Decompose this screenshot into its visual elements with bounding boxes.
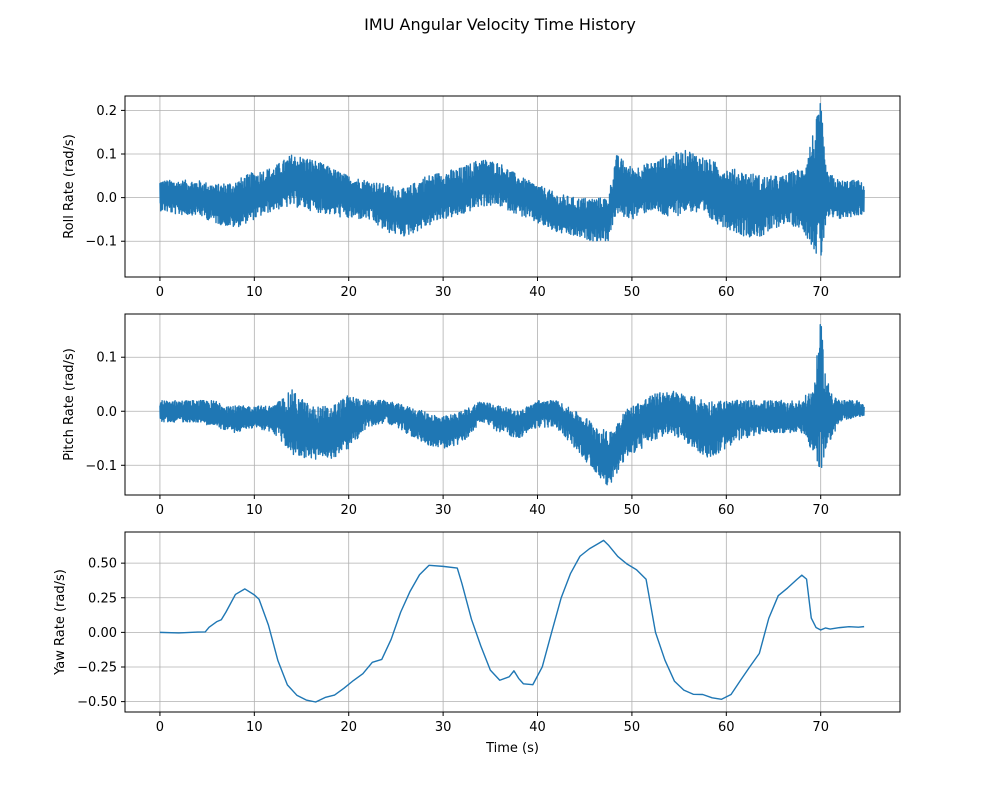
pitch-axes-frame bbox=[124, 313, 901, 496]
yaw-x-tick-label: 0 bbox=[156, 720, 164, 735]
pitch-y-tick-label: 0.1 bbox=[96, 351, 117, 366]
roll-x-tick-label: 0 bbox=[156, 285, 164, 300]
roll-x-tick-label: 60 bbox=[718, 285, 735, 300]
yaw-x-tick-label: 10 bbox=[246, 720, 263, 735]
pitch-y-axis-label: Pitch Rate (rad/s) bbox=[62, 348, 77, 461]
yaw-y-tick-label: −0.50 bbox=[77, 695, 117, 710]
roll-x-tick-label: 10 bbox=[246, 285, 263, 300]
yaw-x-axis-label: Time (s) bbox=[485, 741, 539, 756]
yaw-grid bbox=[125, 532, 900, 712]
yaw-chart: 0 10 20 30 40 50 60 70 −0.50 −0.25 0.00 0.25 0.50 Yaw… bbox=[53, 531, 901, 756]
pitch-x-tick-label: 60 bbox=[718, 503, 735, 518]
yaw-series-line bbox=[159, 539, 865, 703]
pitch-y-tick-label: −0.1 bbox=[85, 459, 117, 474]
pitch-series-line bbox=[159, 324, 865, 486]
yaw-y-tick-label: −0.25 bbox=[77, 661, 117, 676]
yaw-x-tick-label: 30 bbox=[435, 720, 452, 735]
roll-series-line bbox=[159, 102, 865, 256]
pitch-x-tick-label: 20 bbox=[340, 503, 357, 518]
roll-y-tick-label: −0.1 bbox=[85, 235, 117, 250]
roll-x-tick-label: 50 bbox=[624, 285, 641, 300]
yaw-y-tick-label: 0.00 bbox=[88, 626, 117, 641]
pitch-x-tick-label: 30 bbox=[435, 503, 452, 518]
yaw-x-tick-label: 60 bbox=[718, 720, 735, 735]
yaw-x-tick-label: 40 bbox=[529, 720, 546, 735]
yaw-x-tick-label: 20 bbox=[340, 720, 357, 735]
pitch-x-tick-label: 70 bbox=[812, 503, 829, 518]
yaw-axes-frame bbox=[124, 531, 901, 713]
roll-axes-frame bbox=[124, 95, 901, 278]
pitch-chart: 0 10 20 30 40 50 60 70 −0.1 0.0 0.1 Pitch Rate (rad… bbox=[62, 313, 901, 518]
roll-x-tick-label: 20 bbox=[340, 285, 357, 300]
yaw-x-tick-label: 70 bbox=[812, 720, 829, 735]
pitch-x-tick-label: 10 bbox=[246, 503, 263, 518]
roll-x-tick-label: 40 bbox=[529, 285, 546, 300]
roll-y-tick-label: 0.1 bbox=[96, 148, 117, 163]
yaw-y-tick-label: 0.25 bbox=[88, 591, 117, 606]
yaw-y-tick-label: 0.50 bbox=[88, 557, 117, 572]
roll-y-axis-label: Roll Rate (rad/s) bbox=[62, 134, 77, 239]
pitch-x-tick-label: 50 bbox=[624, 503, 641, 518]
pitch-x-tick-label: 40 bbox=[529, 503, 546, 518]
roll-x-tick-label: 70 bbox=[812, 285, 829, 300]
roll-y-tick-label: 0.2 bbox=[96, 104, 117, 119]
roll-chart: 0 10 20 30 40 50 60 70 −0.1 0.0 0.1 0.2 Roll Rate (r… bbox=[62, 95, 901, 300]
pitch-x-tick-label: 0 bbox=[156, 503, 164, 518]
yaw-y-axis-label: Yaw Rate (rad/s) bbox=[53, 569, 68, 676]
figure-title: IMU Angular Velocity Time History bbox=[364, 15, 636, 34]
roll-x-tick-label: 30 bbox=[435, 285, 452, 300]
yaw-x-tick-label: 50 bbox=[624, 720, 641, 735]
roll-y-tick-label: 0.0 bbox=[96, 191, 117, 206]
pitch-y-tick-label: 0.0 bbox=[96, 405, 117, 420]
